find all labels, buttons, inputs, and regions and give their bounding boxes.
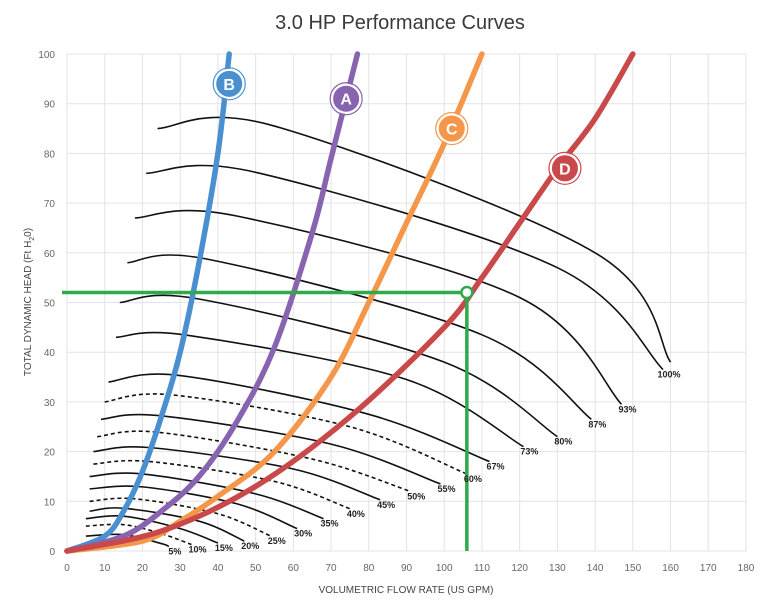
y-tick-label: 20 xyxy=(44,448,56,459)
x-tick-label: 40 xyxy=(212,563,224,574)
y-axis-label: TOTAL DYNAMIC HEAD (Ft H20) xyxy=(23,228,36,376)
x-tick-label: 160 xyxy=(662,563,679,574)
curve-badge-label: C xyxy=(446,122,458,139)
chart-title: 3.0 HP Performance Curves xyxy=(275,12,525,34)
efficiency-labels: 5% 10% 15% 20% 25% 30% 35% 40% 45% 50% 55% 60% 67% 73… xyxy=(168,370,680,557)
curve-badge-label: B xyxy=(223,77,235,94)
x-tick-label: 170 xyxy=(700,563,717,574)
efficiency-curve xyxy=(93,459,351,510)
grid-lines xyxy=(66,53,747,552)
x-tick-label: 20 xyxy=(137,563,149,574)
x-tick-label: 0 xyxy=(64,563,70,574)
y-tick-label: 50 xyxy=(44,299,56,310)
efficiency-label: 30% xyxy=(294,529,312,539)
curve-badge-label: A xyxy=(340,92,352,109)
curve-badge-D: D xyxy=(548,151,582,185)
efficiency-label: 60% xyxy=(464,474,482,484)
pump-curve-B xyxy=(64,51,232,554)
efficiency-curve xyxy=(108,373,490,463)
x-tick-label: 100 xyxy=(436,563,453,574)
y-tick-label: 100 xyxy=(38,50,55,61)
x-tick-label: 150 xyxy=(624,563,641,574)
y-tick-label: 0 xyxy=(49,547,55,558)
x-tick-label: 30 xyxy=(175,563,187,574)
y-tick-label: 70 xyxy=(44,199,56,210)
efficiency-label: 87% xyxy=(588,419,606,429)
efficiency-label: 35% xyxy=(321,519,339,529)
efficiency-label: 100% xyxy=(657,370,680,380)
efficiency-curves xyxy=(85,116,672,548)
efficiency-label: 55% xyxy=(437,484,455,494)
curve-badge-A: A xyxy=(329,82,363,116)
efficiency-curve xyxy=(157,116,672,363)
x-tick-label: 70 xyxy=(325,563,337,574)
efficiency-curve xyxy=(146,164,664,371)
y-tick-label: 60 xyxy=(44,249,56,260)
efficiency-label: 93% xyxy=(619,404,637,414)
efficiency-curve xyxy=(97,430,411,493)
x-tick-label: 50 xyxy=(250,563,262,574)
y-tick-label: 10 xyxy=(44,497,56,508)
x-axis-label: VOLUMETRIC FLOW RATE (US GPM) xyxy=(319,585,494,596)
efficiency-label: 15% xyxy=(215,543,233,553)
operating-point-marker xyxy=(460,285,474,300)
efficiency-label: 20% xyxy=(241,541,259,551)
efficiency-label: 40% xyxy=(347,509,365,519)
y-tick-label: 80 xyxy=(44,149,56,160)
efficiency-label: 80% xyxy=(554,437,572,447)
curve-badge-B: B xyxy=(212,67,246,101)
curve-badge-label: D xyxy=(559,161,571,178)
efficiency-curve xyxy=(89,472,324,520)
curve-badges: B A C D xyxy=(212,67,582,185)
efficiency-curve xyxy=(100,413,441,485)
efficiency-label: 67% xyxy=(486,462,504,472)
y-tick-label: 90 xyxy=(44,100,56,111)
x-tick-label: 120 xyxy=(511,563,528,574)
efficiency-curve xyxy=(89,497,272,537)
x-tick-label: 60 xyxy=(288,563,300,574)
efficiency-label: 10% xyxy=(188,545,206,555)
efficiency-curve xyxy=(93,446,381,501)
efficiency-curve xyxy=(127,254,592,420)
y-tick-label: 30 xyxy=(44,398,56,409)
x-tick-label: 10 xyxy=(99,563,111,574)
x-tick-label: 90 xyxy=(401,563,413,574)
efficiency-label: 73% xyxy=(520,447,538,457)
x-tick-label: 110 xyxy=(474,563,490,574)
curve-badge-C: C xyxy=(435,111,469,146)
efficiency-curve xyxy=(89,485,298,530)
efficiency-label: 5% xyxy=(168,547,181,557)
efficiency-label: 25% xyxy=(268,536,286,546)
efficiency-label: 45% xyxy=(377,500,395,510)
x-tick-label: 140 xyxy=(587,563,604,574)
efficiency-curve xyxy=(134,209,623,405)
efficiency-label: 50% xyxy=(407,491,425,501)
pump-curve-A xyxy=(64,51,361,554)
axis-ticks: 0 10 20 30 40 50 60 70 80 90 100 110 120 130 140 150 160… xyxy=(38,50,754,574)
efficiency-curve xyxy=(115,331,524,448)
efficiency-curve xyxy=(104,393,468,475)
y-tick-label: 40 xyxy=(44,348,56,359)
operating-point-guides xyxy=(62,285,474,551)
x-tick-label: 180 xyxy=(738,563,755,574)
efficiency-curve xyxy=(119,294,558,438)
x-tick-label: 80 xyxy=(363,563,375,574)
x-tick-label: 130 xyxy=(549,563,566,574)
